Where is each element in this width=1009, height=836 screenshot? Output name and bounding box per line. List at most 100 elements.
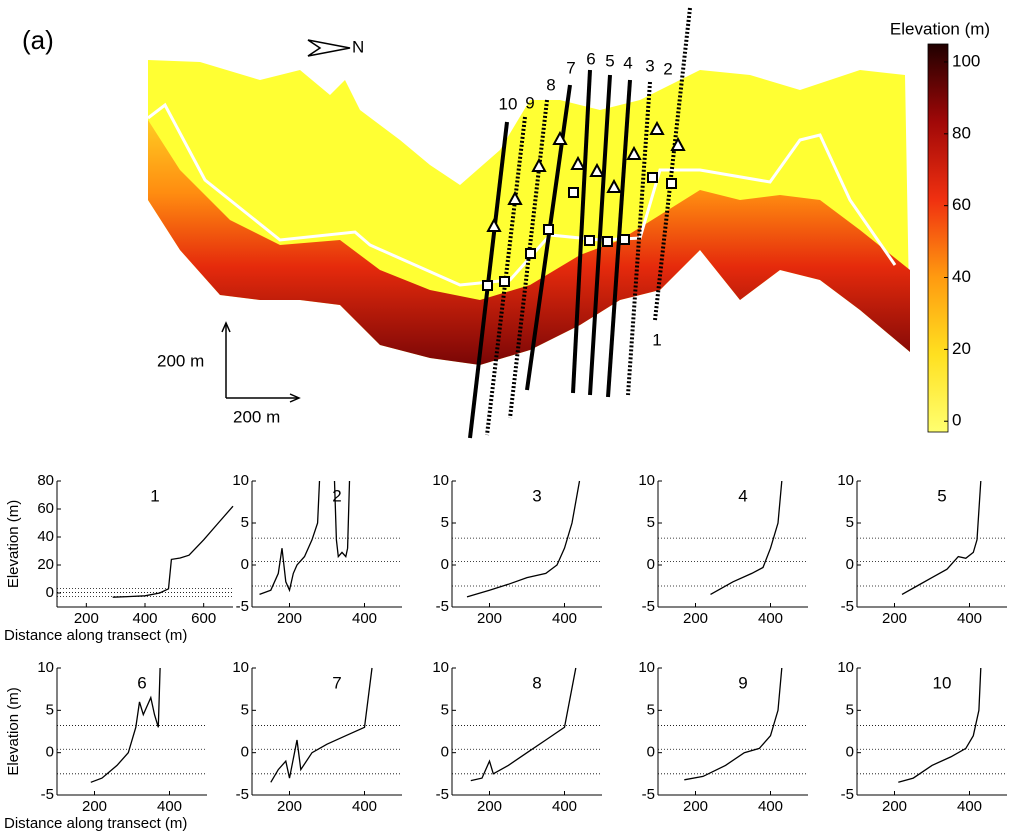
panel-title: 7	[332, 673, 341, 692]
y-tick-label: 0	[441, 556, 449, 573]
y-tick-label: 10	[432, 472, 449, 489]
y-tick-label: -5	[642, 786, 655, 803]
panel-label: (a)	[22, 25, 54, 55]
profile-line	[467, 481, 580, 597]
y-tick-label: 0	[647, 744, 655, 761]
y-tick-label: 5	[846, 701, 854, 718]
panel-title: 4	[738, 486, 747, 505]
y-tick-label: -5	[41, 786, 54, 803]
figure: (a) N 200 m 200 m Elevation (m) 12345678…	[0, 0, 1009, 836]
y-tick-label: 5	[241, 514, 249, 531]
x-tick-label: 200	[74, 610, 99, 627]
x-tick-label: 400	[552, 610, 577, 627]
y-tick-label: 0	[846, 744, 854, 761]
profile-line	[271, 668, 372, 782]
y-tick-label: 10	[638, 659, 655, 676]
x-tick-label: 400	[552, 798, 577, 815]
profile-line	[113, 506, 233, 597]
colorbar	[928, 44, 948, 432]
x-axis-label: Distance along transect (m)	[4, 815, 187, 832]
y-tick-label: -5	[236, 786, 249, 803]
y-tick-label: -5	[436, 598, 449, 615]
x-tick-label: 600	[191, 610, 216, 627]
x-tick-label: 400	[758, 798, 783, 815]
y-tick-label: 10	[432, 659, 449, 676]
colorbar-tick-label: 100	[952, 51, 980, 70]
colorbar-tick-label: 60	[952, 195, 971, 214]
y-tick-label: 10	[638, 472, 655, 489]
transect-label: 2	[663, 59, 672, 78]
x-tick-label: 200	[82, 798, 107, 815]
y-tick-label: -5	[436, 786, 449, 803]
transect-label: 9	[525, 93, 534, 112]
scale-bar	[222, 323, 299, 402]
x-tick-label: 200	[882, 610, 907, 627]
x-tick-label: 200	[683, 610, 708, 627]
transect-label: 10	[499, 94, 518, 113]
y-tick-label: 10	[232, 659, 249, 676]
y-tick-label: -5	[642, 598, 655, 615]
profile-line	[91, 668, 160, 782]
transect-label: 8	[546, 75, 555, 94]
y-tick-label: 5	[647, 701, 655, 718]
y-tick-label: 5	[441, 701, 449, 718]
panel-title: 1	[150, 486, 159, 505]
y-tick-label: 0	[846, 556, 854, 573]
transect-label: 5	[605, 51, 614, 70]
panel-title: 10	[933, 673, 952, 692]
y-tick-label: 0	[46, 744, 54, 761]
y-tick-label: 20	[37, 556, 54, 573]
x-axis-label: Distance along transect (m)	[4, 627, 187, 644]
y-axis-label: Elevation (m)	[5, 500, 22, 588]
map: (a) N 200 m 200 m Elevation (m)	[22, 8, 990, 438]
scale-label: 200 m	[233, 407, 280, 426]
x-tick-label: 400	[758, 610, 783, 627]
y-tick-label: 0	[46, 584, 54, 601]
x-tick-label: 400	[957, 610, 982, 627]
x-tick-label: 400	[132, 610, 157, 627]
scale-label: 200 m	[157, 351, 204, 370]
panel-title: 6	[137, 673, 146, 692]
transect-label: 3	[645, 56, 654, 75]
y-tick-label: 0	[441, 744, 449, 761]
transect-label: 7	[566, 58, 575, 77]
colorbar-tick-label: 40	[952, 267, 971, 286]
y-tick-label: 5	[241, 701, 249, 718]
transect-label: 1	[652, 330, 661, 349]
panel-title: 3	[532, 486, 541, 505]
profile-line	[684, 668, 782, 780]
panel-title: 2	[332, 486, 341, 505]
y-tick-label: 5	[647, 514, 655, 531]
y-tick-label: -5	[841, 786, 854, 803]
transect-label: 6	[586, 49, 595, 68]
y-tick-label: -5	[841, 598, 854, 615]
y-tick-label: 0	[241, 556, 249, 573]
panel-title: 5	[937, 486, 946, 505]
north-label: N	[352, 37, 364, 56]
y-tick-label: 5	[846, 514, 854, 531]
x-tick-label: 200	[477, 610, 502, 627]
y-tick-label: 5	[46, 701, 54, 718]
y-axis-label: Elevation (m)	[5, 687, 22, 775]
colorbar-tick-label: 20	[952, 339, 971, 358]
y-tick-label: 10	[232, 472, 249, 489]
north-arrow	[308, 40, 350, 56]
y-tick-label: 10	[837, 659, 854, 676]
x-tick-label: 200	[683, 798, 708, 815]
y-tick-label: 10	[37, 659, 54, 676]
y-tick-label: -5	[236, 598, 249, 615]
y-tick-label: 60	[37, 500, 54, 517]
x-tick-label: 400	[352, 610, 377, 627]
page: {"map": {"panel_label": "(a)", "north_la…	[0, 0, 1009, 836]
y-tick-label: 10	[837, 472, 854, 489]
x-tick-label: 400	[157, 798, 182, 815]
x-tick-label: 400	[352, 798, 377, 815]
x-tick-label: 400	[957, 798, 982, 815]
profile-line	[471, 668, 576, 781]
colorbar-tick-label: 80	[952, 123, 971, 142]
panel-title: 8	[532, 673, 541, 692]
colorbar-title: Elevation (m)	[890, 19, 990, 38]
y-tick-label: 40	[37, 528, 54, 545]
x-tick-label: 200	[277, 610, 302, 627]
x-tick-label: 200	[277, 798, 302, 815]
